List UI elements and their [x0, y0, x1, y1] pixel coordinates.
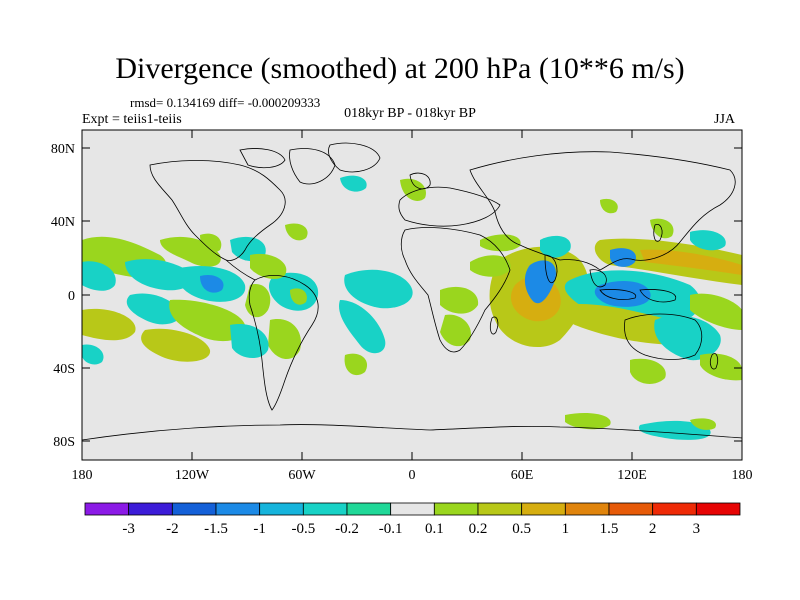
colorbar-swatch	[84, 502, 130, 516]
colorbar-label: -0.2	[335, 521, 359, 537]
positive-region	[565, 413, 611, 430]
positive-region	[690, 418, 716, 430]
negative-region	[200, 274, 224, 293]
colorbar-swatch	[171, 502, 217, 516]
positive-region	[440, 286, 479, 314]
negative-region	[82, 344, 104, 365]
negative-region	[125, 259, 194, 291]
period-label: 018kyr BP - 018kyr BP	[344, 106, 476, 121]
positive-region	[141, 328, 211, 362]
lon-label-0: 0	[409, 468, 416, 483]
negative-region	[540, 235, 571, 258]
divergence-field	[82, 175, 742, 440]
lat-label-80s: 80S	[53, 435, 75, 450]
colorbar-swatch	[695, 502, 741, 516]
negative-region	[594, 280, 651, 307]
colorbar-label: 0.2	[469, 521, 488, 537]
lat-label-0: 0	[68, 289, 75, 304]
experiment-label: Expt = teiis1-teiis	[82, 112, 182, 127]
colorbar-label: -3	[122, 521, 135, 537]
colorbar-swatch	[128, 502, 173, 516]
positive-region	[480, 234, 521, 252]
lon-label-120e: 120E	[617, 468, 647, 483]
lat-label-40s: 40S	[53, 362, 75, 377]
colorbar-swatch	[259, 502, 304, 516]
colorbar-label: 1	[562, 521, 570, 537]
colorbar-swatch	[652, 502, 697, 516]
colorbar-label: -0.1	[379, 521, 403, 537]
positive-region	[160, 236, 221, 267]
negative-region	[638, 420, 711, 440]
positive-region	[250, 253, 287, 279]
lon-label-120w: 120W	[175, 468, 210, 483]
colorbar-swatch	[346, 502, 392, 516]
colorbar-label: 3	[693, 521, 701, 537]
negative-region	[524, 260, 556, 304]
positive-region	[344, 353, 368, 376]
negative-region	[344, 269, 413, 309]
positive-region	[600, 198, 618, 214]
lat-label-40n: 40N	[51, 215, 75, 230]
positive-region	[82, 308, 136, 341]
negative-region	[230, 324, 269, 359]
positive-region	[285, 223, 308, 241]
colorbar-swatch	[477, 502, 523, 516]
positive-region	[290, 288, 307, 305]
coastlines	[82, 142, 742, 441]
positive-region	[640, 249, 742, 275]
lat-label-80n: 80N	[51, 142, 75, 157]
colorbar-swatch	[302, 502, 348, 516]
colorbar-swatch	[521, 502, 566, 516]
map-title: Divergence (smoothed) at 200 hPa (10**6 …	[115, 52, 685, 85]
negative-region	[340, 175, 367, 192]
colorbar-label: -1	[253, 521, 266, 537]
colorbar-swatch	[215, 502, 261, 516]
colorbar-swatch	[608, 502, 654, 516]
colorbar-label: 2	[649, 521, 657, 537]
colorbar-label: -2	[166, 521, 179, 537]
colorbar-label: 0.5	[512, 521, 531, 537]
negative-region	[610, 248, 636, 267]
positive-region	[470, 255, 511, 277]
lat-tick-marks	[82, 147, 742, 442]
lon-label-180-east: 180	[732, 468, 753, 483]
negative-region	[126, 293, 181, 325]
colorbar-label: -0.5	[291, 521, 315, 537]
rmsd-diff-stats: rmsd= 0.134169 diff= -0.000209333	[130, 95, 321, 110]
lon-label-60w: 60W	[288, 468, 316, 483]
negative-region	[654, 315, 721, 361]
positive-region	[690, 293, 742, 330]
colorbar: -3 -2 -1.5 -1 -0.5 -0.2 -0.1 0.1 0.2 0.5 1 1.5 2 3	[84, 502, 741, 537]
positive-region	[268, 319, 301, 360]
season-label: JJA	[714, 112, 736, 127]
colorbar-label: -1.5	[204, 521, 228, 537]
colorbar-swatch	[390, 502, 435, 516]
positive-region	[169, 299, 246, 342]
negative-region	[339, 300, 386, 354]
positive-region	[630, 358, 666, 384]
negative-region	[690, 230, 726, 251]
negative-region	[82, 261, 116, 291]
colorbar-label: 0.1	[425, 521, 444, 537]
colorbar-swatch	[564, 502, 610, 516]
lon-label-180-west: 180	[72, 468, 93, 483]
positive-region	[440, 314, 471, 347]
colorbar-swatch	[433, 502, 479, 516]
colorbar-label: 1.5	[600, 521, 619, 537]
lon-tick-marks	[191, 130, 633, 460]
lon-label-60e: 60E	[511, 468, 534, 483]
